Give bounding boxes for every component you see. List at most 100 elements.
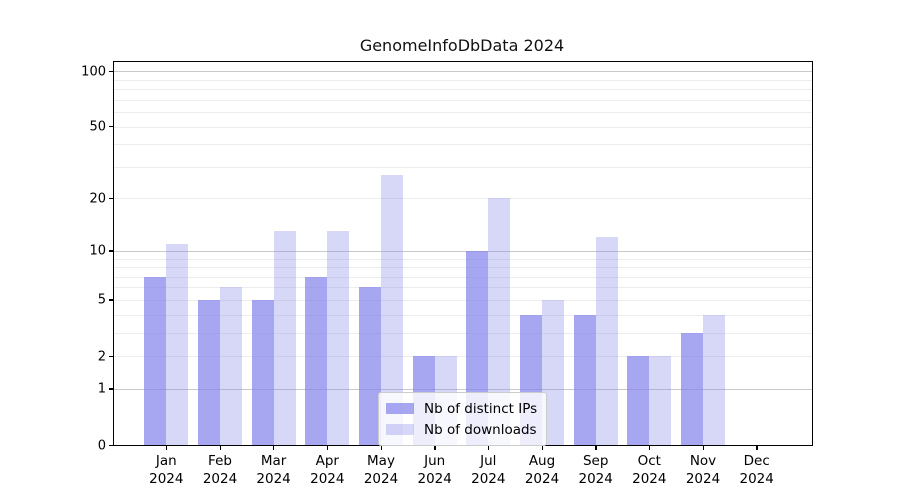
- minor-gridline: [114, 79, 812, 81]
- major-gridline: [114, 250, 812, 252]
- x-tick-month: Jun: [424, 453, 446, 469]
- minor-gridline: [114, 287, 812, 289]
- legend-entry: Nb of distinct IPs: [386, 398, 537, 419]
- y-tick-label: 1: [97, 381, 106, 397]
- x-tick-month: Aug: [528, 453, 556, 469]
- x-tick-month: Oct: [637, 453, 661, 469]
- minor-gridline: [114, 99, 812, 101]
- y-tick-mark: [109, 70, 114, 73]
- y-tick-mark: [109, 355, 114, 357]
- y-tick-mark: [109, 299, 114, 301]
- x-tick-year: 2024: [524, 471, 560, 487]
- bar-distinct-ips: [198, 299, 220, 445]
- x-tick-label: Apr 2024: [295, 452, 359, 488]
- bar-downloads: [595, 237, 618, 445]
- bar-downloads: [273, 231, 296, 445]
- x-tick-label: Nov 2024: [671, 452, 735, 488]
- x-tick-year: 2024: [471, 471, 506, 487]
- x-tick-month: Jan: [155, 453, 177, 469]
- x-tick-mark: [487, 445, 490, 450]
- bar-downloads: [649, 356, 672, 445]
- y-tick-label: 5: [97, 292, 106, 308]
- y-tick-label: 50: [89, 119, 106, 135]
- minor-gridline: [114, 89, 812, 91]
- x-tick-month: Mar: [260, 453, 287, 469]
- x-tick-mark: [648, 445, 651, 450]
- x-tick-mark: [273, 445, 275, 450]
- chart-title: GenomeInfoDbData 2024: [359, 36, 565, 55]
- x-tick-month: Jul: [480, 453, 497, 469]
- minor-gridline: [114, 258, 812, 260]
- legend-label: Nb of downloads: [424, 421, 537, 438]
- x-tick-month: Dec: [743, 453, 770, 469]
- minor-gridline: [114, 356, 812, 357]
- x-tick-year: 2024: [256, 471, 291, 487]
- minor-gridline: [114, 112, 812, 113]
- y-tick-mark: [109, 126, 114, 128]
- x-tick-mark: [219, 445, 221, 450]
- minor-gridline: [114, 198, 812, 200]
- minor-gridline: [114, 126, 812, 128]
- x-tick-year: 2024: [363, 471, 399, 487]
- minor-gridline: [114, 267, 812, 268]
- x-tick-year: 2024: [310, 471, 345, 487]
- x-tick-year: 2024: [685, 471, 721, 487]
- y-tick-mark: [109, 444, 114, 446]
- y-tick-mark: [109, 250, 114, 252]
- x-tick-year: 2024: [632, 471, 667, 487]
- minor-gridline: [114, 314, 812, 316]
- x-tick-month: Nov: [689, 453, 717, 469]
- x-tick-label: Jul 2024: [456, 452, 520, 488]
- x-tick-label: Sep 2024: [564, 452, 628, 488]
- x-tick-label: Mar 2024: [242, 452, 306, 488]
- bar-downloads: [327, 231, 350, 445]
- bar-downloads: [220, 287, 242, 445]
- major-gridline: [114, 388, 812, 390]
- bar-downloads: [381, 175, 403, 445]
- x-tick-mark: [165, 445, 168, 450]
- bar-downloads: [488, 198, 511, 445]
- bar-distinct-ips: [305, 276, 328, 445]
- x-tick-year: 2024: [417, 471, 452, 487]
- x-tick-month: May: [367, 453, 395, 469]
- x-tick-mark: [326, 445, 329, 450]
- y-tick-label: 20: [89, 191, 106, 207]
- major-gridline: [114, 71, 812, 73]
- y-tick-mark: [109, 388, 114, 390]
- x-tick-label: Feb 2024: [188, 452, 252, 488]
- bar-distinct-ips: [573, 314, 596, 445]
- bar-distinct-ips: [144, 276, 167, 445]
- minor-gridline: [114, 299, 812, 301]
- minor-gridline: [114, 166, 812, 168]
- x-tick-month: Sep: [582, 453, 609, 469]
- y-tick-label: 0: [97, 438, 106, 453]
- y-tick-mark: [109, 197, 114, 200]
- bar-distinct-ips: [681, 332, 703, 445]
- x-tick-label: Jun 2024: [403, 452, 467, 488]
- bar-downloads: [166, 243, 189, 445]
- x-tick-year: 2024: [578, 471, 613, 487]
- x-tick-mark: [595, 445, 597, 450]
- x-tick-month: Feb: [208, 453, 232, 469]
- x-tick-label: May 2024: [349, 452, 413, 488]
- y-tick-label: 10: [89, 243, 106, 259]
- x-tick-mark: [380, 445, 382, 450]
- minor-gridline: [114, 276, 812, 278]
- x-tick-mark: [541, 445, 543, 450]
- bar-downloads: [542, 299, 564, 445]
- x-tick-year: 2024: [739, 471, 774, 487]
- plot-area: 0 1 2 5 10 20 50 100 Jan 2024 Feb 2024 Mar 2024 Apr 202…: [81, 61, 813, 487]
- x-tick-label: Oct 2024: [617, 452, 681, 488]
- x-tick-mark: [702, 445, 704, 450]
- minor-gridline: [114, 144, 812, 146]
- x-tick-label: Dec 2024: [725, 452, 789, 488]
- x-tick-month: Apr: [315, 453, 339, 469]
- bar-downloads: [703, 314, 725, 445]
- legend-label: Nb of distinct IPs: [424, 400, 538, 417]
- bar-distinct-ips: [359, 287, 381, 445]
- bar-distinct-ips: [251, 299, 274, 445]
- x-tick-label: Jan 2024: [134, 452, 198, 488]
- x-tick-year: 2024: [149, 471, 184, 487]
- legend-entry: Nb of downloads: [386, 419, 537, 440]
